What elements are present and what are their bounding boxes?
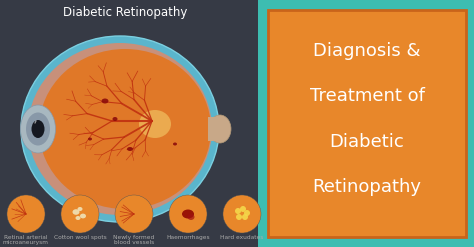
Circle shape (61, 195, 99, 233)
Text: Treatment of: Treatment of (310, 87, 424, 105)
Ellipse shape (26, 112, 50, 145)
Ellipse shape (173, 143, 177, 145)
Text: Cotton wool spots: Cotton wool spots (54, 235, 106, 240)
Text: Diabetic Retinopathy: Diabetic Retinopathy (63, 6, 187, 19)
Text: Diabetic: Diabetic (329, 133, 404, 151)
Ellipse shape (101, 99, 109, 103)
Ellipse shape (80, 214, 86, 218)
Text: Retinopathy: Retinopathy (312, 178, 421, 196)
Ellipse shape (75, 216, 81, 220)
Text: Retinal arterial
microaneurysm: Retinal arterial microaneurysm (3, 235, 49, 246)
Ellipse shape (31, 120, 45, 138)
Ellipse shape (188, 214, 194, 220)
Circle shape (242, 214, 248, 220)
Ellipse shape (39, 49, 211, 209)
Ellipse shape (112, 117, 118, 121)
Circle shape (240, 206, 246, 212)
Circle shape (235, 208, 241, 214)
Circle shape (169, 195, 207, 233)
Circle shape (7, 195, 45, 233)
Text: Diagnosis &: Diagnosis & (313, 42, 421, 60)
Ellipse shape (182, 209, 194, 219)
Text: Haemorrhages: Haemorrhages (166, 235, 210, 240)
Ellipse shape (127, 147, 133, 151)
Bar (0, 0, 258, 247)
Circle shape (223, 195, 261, 233)
Text: Hard exudates: Hard exudates (220, 235, 264, 240)
Circle shape (244, 210, 250, 216)
Ellipse shape (78, 207, 82, 211)
FancyBboxPatch shape (268, 10, 466, 237)
Ellipse shape (88, 138, 92, 141)
Ellipse shape (73, 209, 80, 215)
Ellipse shape (20, 105, 55, 153)
Text: Newly formed
blood vessels: Newly formed blood vessels (113, 235, 155, 246)
Bar (208, 117, 222, 141)
Ellipse shape (209, 115, 231, 143)
Ellipse shape (139, 110, 171, 138)
Circle shape (236, 214, 242, 220)
Ellipse shape (21, 36, 219, 222)
Circle shape (115, 195, 153, 233)
Ellipse shape (28, 43, 212, 215)
